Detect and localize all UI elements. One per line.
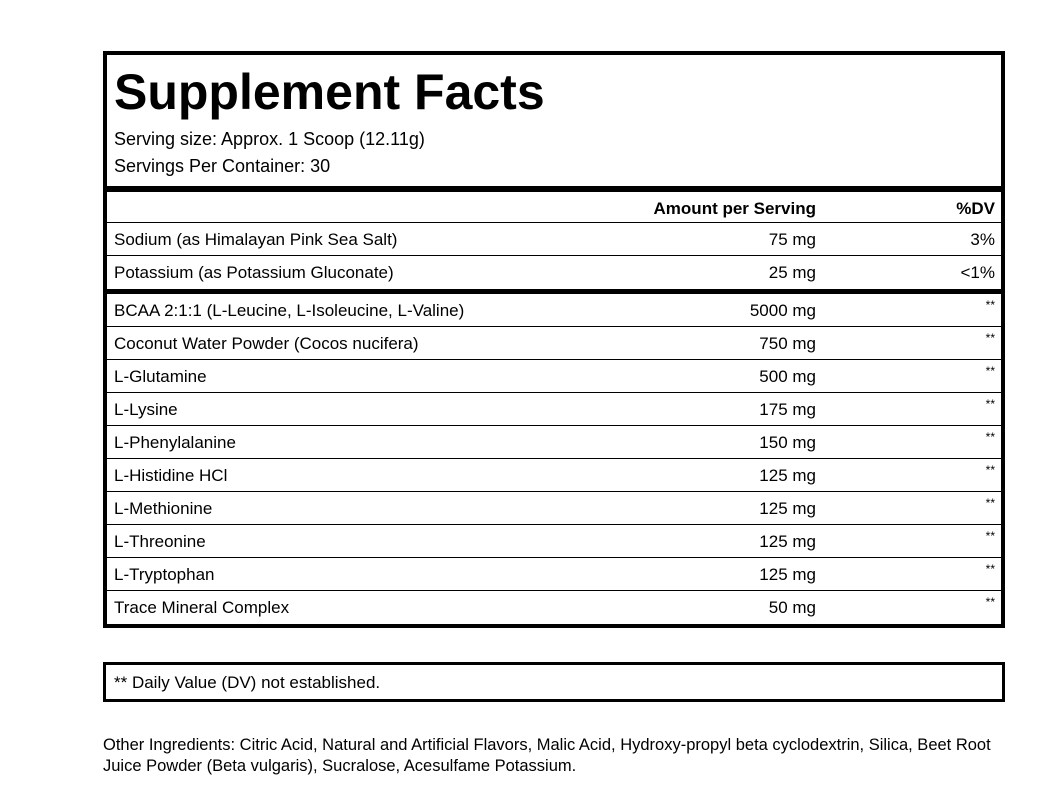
amount: 175 mg bbox=[759, 400, 816, 419]
daily-value: ** bbox=[985, 430, 995, 444]
ingredient-name: Coconut Water Powder (Cocos nucifera) bbox=[114, 334, 419, 353]
amount: 125 mg bbox=[759, 532, 816, 551]
daily-value: ** bbox=[985, 463, 995, 477]
table-row: Coconut Water Powder (Cocos nucifera) 750… bbox=[107, 327, 1001, 360]
serving-size: Serving size: Approx. 1 Scoop (12.11g) bbox=[114, 129, 425, 149]
table-row: L-Glutamine 500 mg ** bbox=[107, 360, 1001, 393]
dv-header: %DV bbox=[956, 199, 995, 218]
table-row: BCAA 2:1:1 (L-Leucine, L-Isoleucine, L-V… bbox=[107, 294, 1001, 327]
footnote: ** Daily Value (DV) not established. bbox=[114, 673, 381, 692]
amount: 5000 mg bbox=[749, 301, 816, 320]
daily-value: ** bbox=[985, 298, 995, 312]
amount: 25 mg bbox=[768, 263, 816, 282]
daily-value: ** bbox=[985, 496, 995, 510]
daily-value: 3% bbox=[970, 230, 995, 249]
table-row: L-Methionine 125 mg ** bbox=[107, 492, 1001, 525]
amount: 125 mg bbox=[759, 499, 816, 518]
amount: 125 mg bbox=[759, 466, 816, 485]
daily-value: <1% bbox=[960, 263, 996, 282]
ingredient-name: L-Histidine HCl bbox=[114, 466, 228, 485]
amount: 500 mg bbox=[759, 367, 816, 386]
header-row: Amount per Serving %DV bbox=[107, 192, 1001, 223]
daily-value: ** bbox=[985, 595, 995, 609]
table-row: L-Phenylalanine 150 mg ** bbox=[107, 426, 1001, 459]
other-ingredients: Other Ingredients: Citric Acid, Natural … bbox=[103, 736, 991, 775]
daily-value: ** bbox=[985, 562, 995, 576]
table-row: L-Threonine 125 mg ** bbox=[107, 525, 1001, 558]
ingredient-name: L-Phenylalanine bbox=[114, 433, 236, 452]
ingredient-name: L-Tryptophan bbox=[114, 565, 215, 584]
amount: 125 mg bbox=[759, 565, 816, 584]
panel-title: Supplement Facts bbox=[114, 64, 545, 120]
amount: 750 mg bbox=[759, 334, 816, 353]
table-row: Sodium (as Himalayan Pink Sea Salt) 75 mg… bbox=[107, 223, 1001, 256]
ingredient-name: L-Methionine bbox=[114, 499, 213, 518]
servings-per-container: Servings Per Container: 30 bbox=[114, 156, 331, 176]
table-row: L-Lysine 175 mg ** bbox=[107, 393, 1001, 426]
daily-value: ** bbox=[985, 397, 995, 411]
supplement-facts-panel: Supplement Facts Serving size: Approx. 1… bbox=[103, 51, 1005, 628]
footnote-box: ** Daily Value (DV) not established. bbox=[103, 662, 1005, 702]
ingredient-name: Trace Mineral Complex bbox=[114, 598, 290, 617]
ingredient-name: Potassium (as Potassium Gluconate) bbox=[114, 263, 394, 282]
daily-value: ** bbox=[985, 364, 995, 378]
ingredient-name: L-Glutamine bbox=[114, 367, 207, 386]
amount-header: Amount per Serving bbox=[653, 199, 816, 218]
thick-divider bbox=[107, 186, 1001, 192]
table-row: L-Histidine HCl 125 mg ** bbox=[107, 459, 1001, 492]
table-row: L-Tryptophan 125 mg ** bbox=[107, 558, 1001, 591]
ingredient-name: L-Lysine bbox=[114, 400, 178, 419]
table-row: Potassium (as Potassium Gluconate) 25 mg <… bbox=[107, 256, 1001, 289]
ingredient-name: L-Threonine bbox=[114, 532, 206, 551]
amount: 50 mg bbox=[768, 598, 816, 617]
amount: 150 mg bbox=[759, 433, 816, 452]
ingredient-name: BCAA 2:1:1 (L-Leucine, L-Isoleucine, L-V… bbox=[114, 301, 465, 320]
daily-value: ** bbox=[985, 529, 995, 543]
daily-value: ** bbox=[985, 331, 995, 345]
ingredient-name: Sodium (as Himalayan Pink Sea Salt) bbox=[114, 230, 398, 249]
amount: 75 mg bbox=[768, 230, 816, 249]
table-row: Trace Mineral Complex 50 mg ** bbox=[107, 591, 1001, 624]
thick-divider bbox=[107, 289, 1001, 294]
